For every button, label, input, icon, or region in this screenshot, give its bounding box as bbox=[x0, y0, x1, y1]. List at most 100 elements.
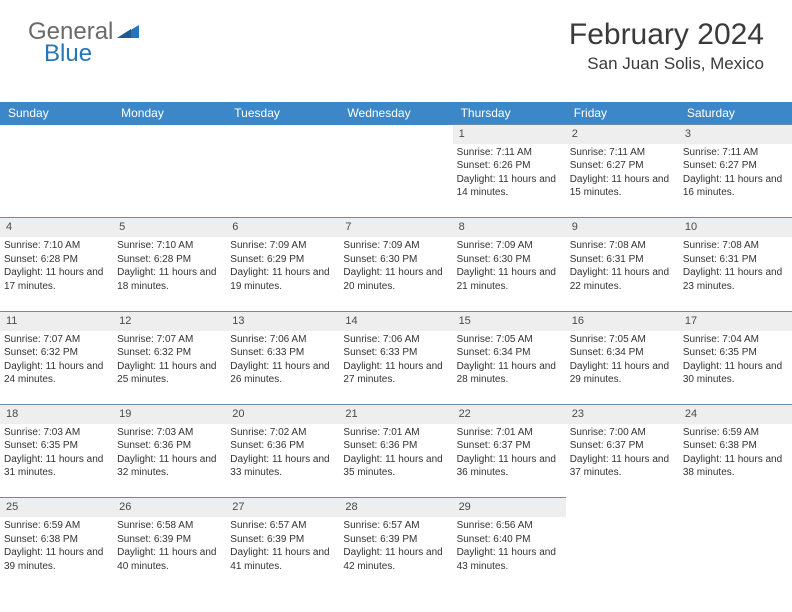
day-number-cell: 29 bbox=[453, 498, 566, 517]
day-content-cell: Sunrise: 7:02 AMSunset: 6:36 PMDaylight:… bbox=[226, 424, 339, 498]
day-number-cell: 27 bbox=[226, 498, 339, 517]
day-content-cell: Sunrise: 7:07 AMSunset: 6:32 PMDaylight:… bbox=[113, 331, 226, 405]
logo-text-blue: Blue bbox=[44, 40, 92, 67]
daylight-text: Daylight: 11 hours and 20 minutes. bbox=[343, 266, 448, 293]
day-content-cell: Sunrise: 7:10 AMSunset: 6:28 PMDaylight:… bbox=[113, 237, 226, 311]
daylight-text: Daylight: 11 hours and 40 minutes. bbox=[117, 546, 222, 573]
sunset-text: Sunset: 6:39 PM bbox=[117, 533, 222, 547]
weekday-header: Saturday bbox=[679, 102, 792, 125]
daylight-text: Daylight: 11 hours and 33 minutes. bbox=[230, 453, 335, 480]
day-content-cell: Sunrise: 7:11 AMSunset: 6:26 PMDaylight:… bbox=[453, 144, 566, 218]
sunset-text: Sunset: 6:30 PM bbox=[457, 253, 562, 267]
day-number-cell bbox=[113, 125, 226, 144]
sunset-text: Sunset: 6:40 PM bbox=[457, 533, 562, 547]
daylight-text: Daylight: 11 hours and 27 minutes. bbox=[343, 360, 448, 387]
day-content-cell: Sunrise: 7:05 AMSunset: 6:34 PMDaylight:… bbox=[566, 331, 679, 405]
sunset-text: Sunset: 6:36 PM bbox=[117, 439, 222, 453]
sunrise-text: Sunrise: 7:06 AM bbox=[230, 333, 335, 347]
day-number-cell: 10 bbox=[679, 218, 792, 237]
daylight-text: Daylight: 11 hours and 25 minutes. bbox=[117, 360, 222, 387]
daylight-text: Daylight: 11 hours and 24 minutes. bbox=[4, 360, 109, 387]
sunset-text: Sunset: 6:36 PM bbox=[230, 439, 335, 453]
day-content-cell: Sunrise: 7:01 AMSunset: 6:36 PMDaylight:… bbox=[339, 424, 452, 498]
day-number-cell: 23 bbox=[566, 405, 679, 424]
daynum-row: 18192021222324 bbox=[0, 405, 792, 424]
sunrise-text: Sunrise: 7:09 AM bbox=[343, 239, 448, 253]
sunset-text: Sunset: 6:27 PM bbox=[683, 159, 788, 173]
day-number-cell bbox=[566, 498, 679, 517]
sunset-text: Sunset: 6:33 PM bbox=[230, 346, 335, 360]
weekday-header: Sunday bbox=[0, 102, 113, 125]
day-number-cell bbox=[226, 125, 339, 144]
sunrise-text: Sunrise: 7:05 AM bbox=[570, 333, 675, 347]
day-number-cell: 21 bbox=[339, 405, 452, 424]
day-content-cell: Sunrise: 7:08 AMSunset: 6:31 PMDaylight:… bbox=[566, 237, 679, 311]
weekday-header: Monday bbox=[113, 102, 226, 125]
day-content-cell: Sunrise: 7:04 AMSunset: 6:35 PMDaylight:… bbox=[679, 331, 792, 405]
day-content-cell: Sunrise: 7:11 AMSunset: 6:27 PMDaylight:… bbox=[566, 144, 679, 218]
daylight-text: Daylight: 11 hours and 36 minutes. bbox=[457, 453, 562, 480]
daynum-row: 11121314151617 bbox=[0, 311, 792, 330]
daylight-text: Daylight: 11 hours and 42 minutes. bbox=[343, 546, 448, 573]
sunrise-text: Sunrise: 7:03 AM bbox=[117, 426, 222, 440]
sunrise-text: Sunrise: 6:58 AM bbox=[117, 519, 222, 533]
sunset-text: Sunset: 6:33 PM bbox=[343, 346, 448, 360]
weekday-header: Tuesday bbox=[226, 102, 339, 125]
day-content-cell: Sunrise: 7:08 AMSunset: 6:31 PMDaylight:… bbox=[679, 237, 792, 311]
weekday-header: Wednesday bbox=[339, 102, 452, 125]
day-number-cell: 24 bbox=[679, 405, 792, 424]
sunset-text: Sunset: 6:34 PM bbox=[570, 346, 675, 360]
sunset-text: Sunset: 6:35 PM bbox=[4, 439, 109, 453]
day-content-cell: Sunrise: 6:59 AMSunset: 6:38 PMDaylight:… bbox=[679, 424, 792, 498]
sunset-text: Sunset: 6:28 PM bbox=[117, 253, 222, 267]
sunrise-text: Sunrise: 7:07 AM bbox=[4, 333, 109, 347]
day-content-cell: Sunrise: 7:06 AMSunset: 6:33 PMDaylight:… bbox=[339, 331, 452, 405]
day-content-cell: Sunrise: 7:05 AMSunset: 6:34 PMDaylight:… bbox=[453, 331, 566, 405]
sunrise-text: Sunrise: 7:03 AM bbox=[4, 426, 109, 440]
sunset-text: Sunset: 6:27 PM bbox=[570, 159, 675, 173]
title-block: February 2024 San Juan Solis, Mexico bbox=[569, 18, 764, 74]
day-number-cell: 14 bbox=[339, 311, 452, 330]
logo-triangle-icon bbox=[117, 22, 139, 43]
sunset-text: Sunset: 6:37 PM bbox=[457, 439, 562, 453]
daylight-text: Daylight: 11 hours and 37 minutes. bbox=[570, 453, 675, 480]
day-content-cell bbox=[339, 144, 452, 218]
sunset-text: Sunset: 6:32 PM bbox=[117, 346, 222, 360]
sunset-text: Sunset: 6:38 PM bbox=[683, 439, 788, 453]
daylight-text: Daylight: 11 hours and 35 minutes. bbox=[343, 453, 448, 480]
day-number-cell: 22 bbox=[453, 405, 566, 424]
day-number-cell: 18 bbox=[0, 405, 113, 424]
content-row: Sunrise: 7:10 AMSunset: 6:28 PM Daylight:… bbox=[0, 237, 792, 311]
weekday-header: Friday bbox=[566, 102, 679, 125]
sunrise-text: Sunrise: 7:10 AM bbox=[117, 239, 222, 253]
day-number-cell: 9 bbox=[566, 218, 679, 237]
sunset-text: Sunset: 6:29 PM bbox=[230, 253, 335, 267]
day-number-cell: 8 bbox=[453, 218, 566, 237]
daylight-text: Daylight: 11 hours and 43 minutes. bbox=[457, 546, 562, 573]
sunrise-text: Sunrise: 6:57 AM bbox=[230, 519, 335, 533]
daylight-text: Daylight: 11 hours and 28 minutes. bbox=[457, 360, 562, 387]
day-content-cell: Sunrise: 7:03 AMSunset: 6:35 PMDaylight:… bbox=[0, 424, 113, 498]
calendar-body: 123Sunrise: 7:11 AMSunset: 6:26 PMDaylig… bbox=[0, 125, 792, 592]
daylight-text: Daylight: 11 hours and 30 minutes. bbox=[683, 360, 788, 387]
sunset-text: Sunset: 6:31 PM bbox=[683, 253, 788, 267]
sunset-text: Sunset: 6:26 PM bbox=[457, 159, 562, 173]
day-number-cell: 2 bbox=[566, 125, 679, 144]
daylight-text: Daylight: 11 hours and 31 minutes. bbox=[4, 453, 109, 480]
day-content-cell bbox=[679, 517, 792, 591]
day-number-cell: 1 bbox=[453, 125, 566, 144]
daylight-text: Daylight: 11 hours and 32 minutes. bbox=[117, 453, 222, 480]
day-content-cell bbox=[113, 144, 226, 218]
sunrise-text: Sunrise: 7:11 AM bbox=[570, 146, 675, 160]
daylight-text: Daylight: 11 hours and 22 minutes. bbox=[570, 266, 675, 293]
content-row: Sunrise: 7:07 AMSunset: 6:32 PMDaylight:… bbox=[0, 331, 792, 405]
sunrise-text: Sunrise: 6:57 AM bbox=[343, 519, 448, 533]
weekday-header-row: Sunday Monday Tuesday Wednesday Thursday… bbox=[0, 102, 792, 125]
daylight-text: Daylight: 11 hours and 38 minutes. bbox=[683, 453, 788, 480]
day-number-cell bbox=[339, 125, 452, 144]
sunset-text: Sunset: 6:32 PM bbox=[4, 346, 109, 360]
sunrise-text: Sunrise: 7:08 AM bbox=[683, 239, 788, 253]
calendar-table: Sunday Monday Tuesday Wednesday Thursday… bbox=[0, 102, 792, 591]
day-number-cell: 20 bbox=[226, 405, 339, 424]
sunset-text: Sunset: 6:34 PM bbox=[457, 346, 562, 360]
